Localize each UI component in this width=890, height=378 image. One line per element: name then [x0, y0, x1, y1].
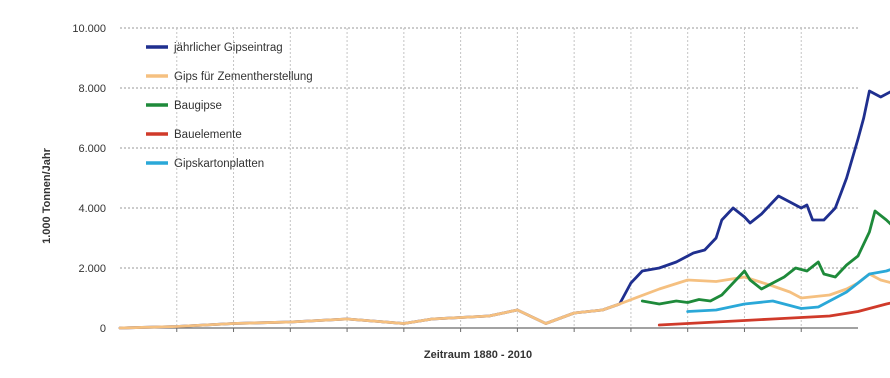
legend: jährlicher Gipseintrag Gips für Zementher…	[146, 42, 313, 170]
y-tick-label: 4.000	[78, 203, 106, 215]
series-line-3	[640, 209, 890, 306]
x-axis-title: Zeitraum 1880 - 2010	[424, 349, 532, 361]
y-tick-label: 8.000	[78, 83, 106, 95]
series-line-2	[118, 272, 890, 330]
legend-label: Gips für Zementherstellung	[174, 71, 313, 83]
y-tick-label: 2.000	[78, 263, 106, 275]
y-tick-label: 0	[100, 323, 106, 335]
legend-label: Bauelemente	[174, 129, 242, 141]
legend-label: Gipskartonplatten	[174, 158, 264, 170]
y-tick-label: 6.000	[78, 143, 106, 155]
series-lines	[118, 89, 890, 330]
y-axis-title: 1.000 Tonnen/Jahr	[41, 147, 53, 243]
series-line-4	[657, 301, 890, 327]
legend-label: jährlicher Gipseintrag	[173, 42, 283, 54]
y-tick-label: 10.000	[72, 23, 106, 35]
legend-label: Baugipse	[174, 100, 222, 112]
axes: 0 2.000 4.000 6.000 8.000 10.000	[72, 23, 858, 335]
series-line-5	[686, 268, 890, 313]
